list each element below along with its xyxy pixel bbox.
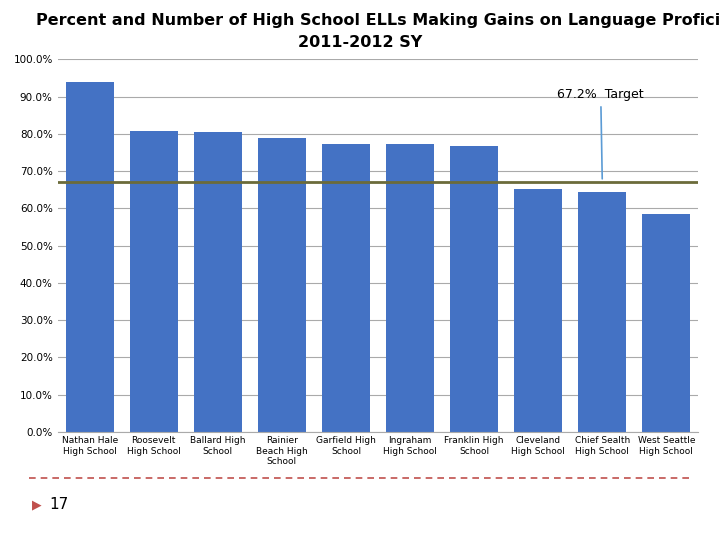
Bar bbox=[66, 82, 114, 432]
Bar bbox=[322, 144, 370, 432]
Text: 17: 17 bbox=[49, 497, 68, 512]
Bar bbox=[450, 146, 498, 432]
Bar bbox=[130, 131, 178, 432]
Text: Percent and Number of High School ELLs Making Gains on Language Proficiency: Percent and Number of High School ELLs M… bbox=[36, 14, 720, 29]
Bar bbox=[578, 192, 626, 432]
Bar bbox=[642, 214, 690, 432]
Text: ▶: ▶ bbox=[32, 498, 42, 511]
Bar bbox=[194, 132, 242, 432]
Bar bbox=[514, 189, 562, 432]
Bar bbox=[258, 138, 306, 432]
Bar bbox=[386, 144, 434, 432]
Text: 2011-2012 SY: 2011-2012 SY bbox=[298, 35, 422, 50]
Text: 67.2%  Target: 67.2% Target bbox=[557, 89, 644, 179]
